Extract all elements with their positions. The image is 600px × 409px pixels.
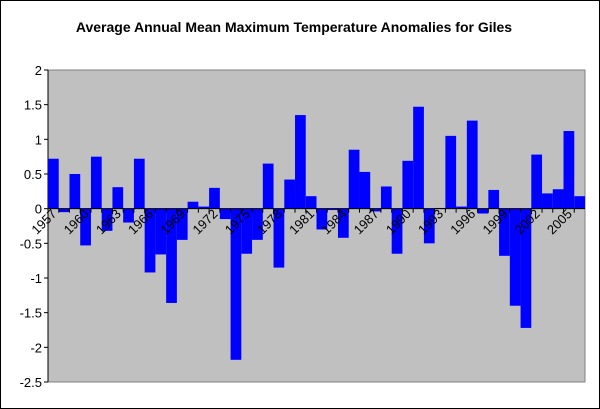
bar xyxy=(187,201,199,209)
y-tick-label: -2.5 xyxy=(20,375,42,390)
bar xyxy=(123,208,134,223)
bar xyxy=(391,208,403,254)
bar xyxy=(370,208,381,212)
bar xyxy=(252,208,263,240)
bar xyxy=(499,208,510,256)
bar xyxy=(402,160,414,209)
bar xyxy=(90,156,102,209)
bar xyxy=(219,208,231,220)
y-tick-label: -1 xyxy=(30,271,42,286)
y-tick-label: -1.5 xyxy=(20,306,42,321)
bar xyxy=(69,174,81,209)
bar xyxy=(348,149,360,209)
bar xyxy=(155,208,167,255)
y-tick-label: 2 xyxy=(35,63,42,78)
bar xyxy=(262,163,274,209)
bar xyxy=(166,208,177,303)
bar xyxy=(509,208,521,306)
bar xyxy=(423,208,435,244)
bar xyxy=(284,179,296,209)
bar xyxy=(209,187,220,209)
y-tick-label: -0.5 xyxy=(20,236,42,251)
bar xyxy=(305,196,317,209)
bar xyxy=(48,158,59,209)
bar xyxy=(466,120,478,209)
bar xyxy=(80,208,91,246)
bar xyxy=(477,208,489,214)
y-tick-label: 1 xyxy=(35,132,42,147)
bar xyxy=(112,187,124,209)
bar xyxy=(316,208,328,230)
y-tick-label: 1.5 xyxy=(24,98,42,113)
y-tick-label: -2 xyxy=(30,340,42,355)
bar xyxy=(531,154,543,209)
bar xyxy=(241,208,253,254)
chart-title: Average Annual Mean Maximum Temperature … xyxy=(76,19,512,35)
bar xyxy=(58,208,70,213)
bar xyxy=(327,208,338,211)
bar xyxy=(359,171,371,209)
bar xyxy=(133,158,145,209)
bar xyxy=(295,115,306,209)
bar xyxy=(574,196,585,209)
bar xyxy=(456,206,467,209)
bar xyxy=(337,208,349,238)
bar xyxy=(144,208,156,273)
bar xyxy=(552,189,564,209)
bar xyxy=(176,208,188,240)
bar xyxy=(563,131,575,209)
bar xyxy=(520,208,532,328)
y-tick-label: 0.5 xyxy=(24,167,42,182)
y-tick-label: 0 xyxy=(35,202,42,217)
bar xyxy=(445,135,457,209)
bar xyxy=(488,189,500,209)
bar xyxy=(542,193,553,209)
bar xyxy=(101,208,113,231)
bar xyxy=(273,208,285,268)
bar xyxy=(380,186,392,209)
bar xyxy=(230,208,242,360)
bar xyxy=(413,106,424,209)
bar xyxy=(198,206,210,209)
